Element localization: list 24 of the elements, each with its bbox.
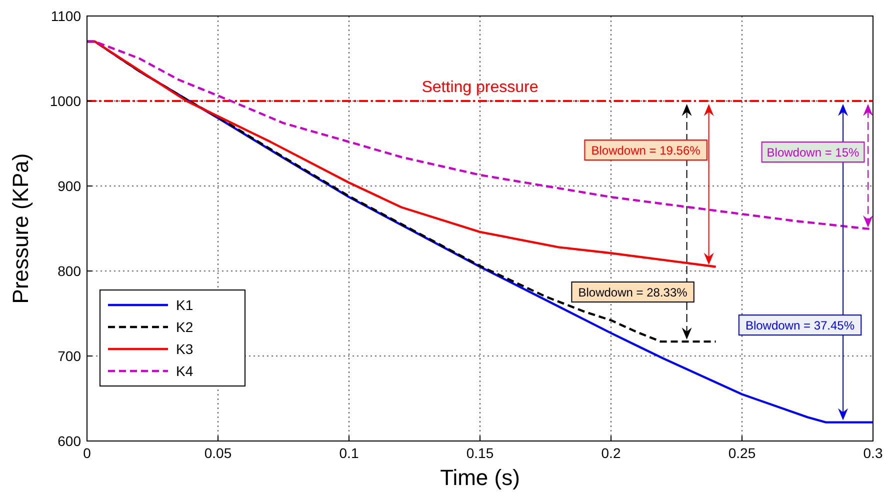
x-tick-label: 0.25 — [728, 445, 756, 461]
ref-line-label: Setting pressure — [422, 79, 538, 96]
legend-label: K1 — [176, 297, 194, 313]
legend-label: K4 — [176, 363, 194, 379]
x-tick-label: 0.2 — [601, 445, 621, 461]
x-tick-label: 0.05 — [204, 445, 232, 461]
x-axis-title: Time (s) — [440, 465, 520, 490]
y-axis-title: Pressure (KPa) — [8, 153, 33, 304]
legend-label: K3 — [176, 341, 194, 357]
y-tick-label: 1100 — [50, 8, 82, 24]
x-tick-label: 0.3 — [863, 445, 883, 461]
x-tick-label: 0 — [83, 445, 92, 461]
annotation: Blowdown = 37.45% — [745, 318, 855, 332]
y-tick-label: 900 — [58, 178, 82, 194]
annotation: Blowdown = 19.56% — [591, 144, 701, 158]
legend-label: K2 — [176, 319, 194, 335]
annotation: Blowdown = 15% — [766, 146, 860, 160]
y-tick-label: 700 — [58, 348, 82, 364]
y-tick-label: 800 — [58, 263, 82, 279]
x-tick-label: 0.1 — [339, 445, 359, 461]
y-tick-label: 1000 — [50, 93, 82, 109]
y-tick-label: 600 — [58, 433, 82, 449]
annotation: Blowdown = 28.33% — [578, 286, 688, 300]
x-tick-label: 0.15 — [466, 445, 494, 461]
